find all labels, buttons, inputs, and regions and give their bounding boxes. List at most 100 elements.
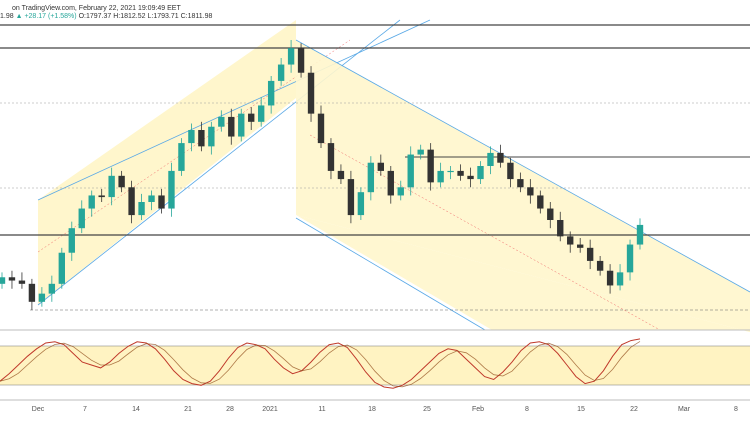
candle-body: [586, 247, 594, 261]
candle-body: [357, 192, 365, 216]
ascending-channel-mid: [37, 39, 351, 253]
candle-body: [257, 105, 265, 122]
candle-body: [467, 175, 474, 180]
candle-body: [327, 143, 335, 171]
candle-body: [238, 113, 245, 137]
x-axis-label: 21: [184, 406, 192, 413]
candle-body: [606, 270, 614, 286]
candle-body: [0, 277, 6, 284]
x-axis-label: 14: [132, 406, 140, 413]
candle-body: [118, 175, 125, 188]
x-axis-labels: Dec 7 14 21 28 2021 11 18 25 Feb 8 15 22 Mar 8: [32, 406, 738, 413]
candle-body: [517, 179, 524, 188]
candle-body: [457, 170, 464, 176]
candle-body: [447, 170, 454, 173]
candle-body: [477, 166, 484, 180]
candle-body: [108, 175, 115, 198]
candle-body: [228, 116, 235, 137]
candle-body: [188, 130, 195, 144]
candle-body: [8, 277, 16, 281]
candle-body: [138, 202, 145, 216]
candle-body: [297, 48, 305, 73]
ohlc-row: 1.98 ▲ +28.17 (+1.58%) O:1797.37 H:1812.…: [0, 12, 212, 21]
candle-body: [347, 179, 355, 216]
header-bar: on TradingView.com, February 22, 2021 19…: [0, 0, 750, 22]
candle-body: [208, 126, 215, 147]
candle-body: [48, 283, 56, 294]
x-axis-label: 11: [318, 406, 325, 413]
candle-body: [168, 170, 175, 209]
x-axis-label: 8: [734, 406, 738, 413]
candle-body: [527, 187, 534, 196]
candle-body: [68, 228, 75, 253]
candle-body: [28, 283, 36, 302]
candles-group: [0, 40, 644, 310]
candle-body: [417, 149, 424, 155]
candle-body: [218, 116, 225, 127]
candle-body: [387, 170, 394, 196]
candle-body: [596, 260, 604, 271]
descending-channel-mid: [309, 134, 661, 331]
descending-channel-fill-lower: [296, 215, 750, 332]
candle-body: [317, 113, 325, 144]
candle-body: [557, 220, 564, 237]
candle-body: [626, 244, 634, 273]
x-axis-label: 15: [577, 406, 585, 413]
candle-body: [427, 149, 434, 183]
descending-channel-lower[interactable]: [295, 217, 486, 331]
stochastic-k-line: [0, 338, 641, 389]
candle-body: [397, 187, 404, 196]
candle-body: [98, 195, 105, 198]
x-axis-label: 18: [368, 406, 376, 413]
candle-body: [287, 48, 295, 65]
candle-body: [78, 208, 85, 229]
change-value: ▲ +28.17 (+1.58%): [15, 13, 77, 20]
candle-body: [367, 162, 375, 193]
x-axis-label: Mar: [678, 406, 691, 413]
candle-body: [547, 208, 554, 220]
last-price-partial: 1.98: [0, 13, 14, 20]
x-axis-label: 7: [83, 406, 87, 413]
candle-body: [407, 154, 414, 188]
candle-body: [178, 143, 185, 171]
candle-body: [158, 195, 165, 209]
ascending-channel-upper[interactable]: [37, 19, 431, 201]
candle-body: [198, 130, 205, 147]
x-axis-label: 22: [630, 406, 638, 413]
candle-body: [18, 280, 26, 284]
candle-body: [337, 170, 345, 180]
candle-body: [58, 252, 66, 284]
close-value: C:1811.98: [180, 13, 213, 20]
x-axis-label: 25: [423, 406, 431, 413]
high-value: H:1812.52: [113, 13, 146, 20]
candle-body: [38, 293, 46, 302]
candle-body: [267, 80, 275, 106]
candle-body: [277, 64, 285, 81]
candle-body: [148, 195, 155, 202]
candle-body: [248, 113, 255, 122]
candle-body: [636, 224, 644, 245]
candle-body: [88, 195, 95, 209]
candle-body: [507, 162, 514, 180]
stochastic-band: [0, 346, 750, 385]
ascending-channel-fill: [38, 20, 296, 305]
low-value: L:1793.71: [147, 13, 179, 20]
x-axis-label: Dec: [32, 406, 45, 413]
candle-body: [576, 244, 584, 248]
candle-body: [437, 170, 444, 183]
x-axis-label: 8: [525, 406, 529, 413]
candle-body: [616, 272, 624, 286]
x-axis-label: Feb: [472, 406, 484, 413]
x-axis-label: 2021: [262, 406, 278, 413]
candle-body: [307, 72, 315, 114]
source-text: on TradingView.com, February 22, 2021 19…: [12, 5, 181, 12]
candle-body: [128, 187, 135, 216]
descending-channel-upper[interactable]: [295, 39, 750, 293]
candle-body: [567, 236, 574, 245]
candle-body: [497, 152, 504, 163]
candle-body: [487, 152, 494, 166]
candle-body: [377, 162, 385, 171]
stochastic-d-line: [0, 341, 641, 388]
open-value: O:1797.37: [78, 13, 112, 20]
